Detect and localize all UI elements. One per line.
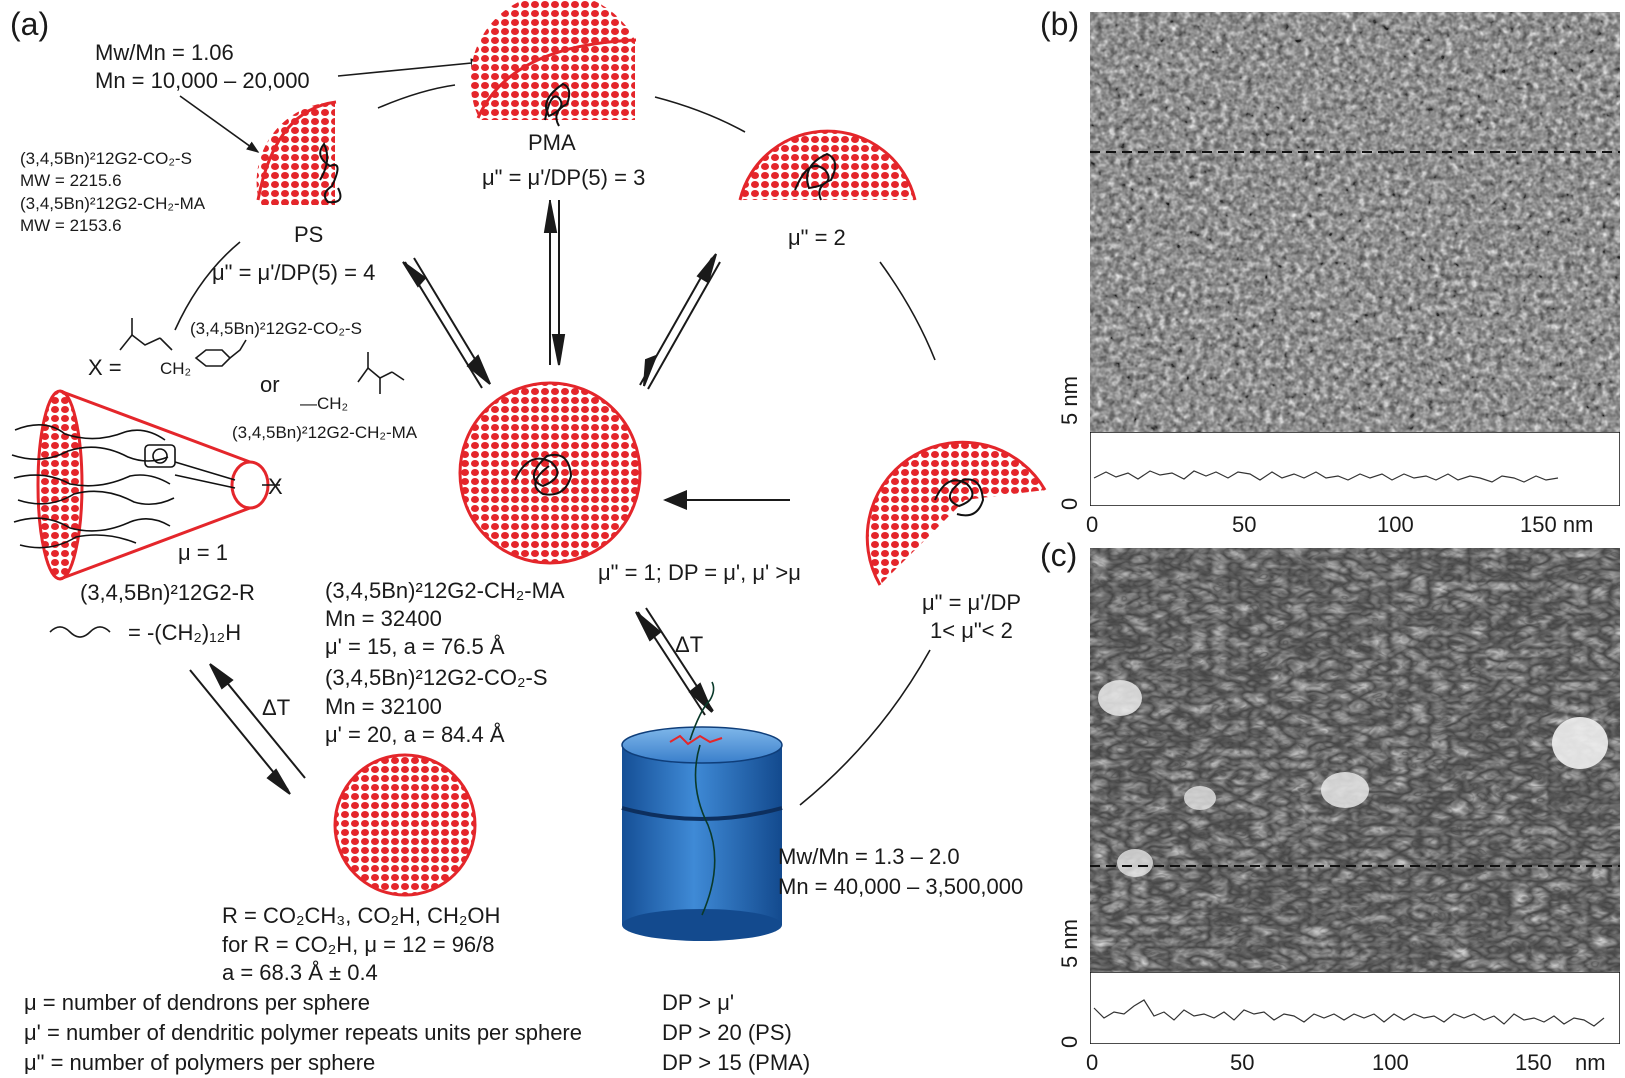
x-structure: [119, 318, 405, 394]
center-line6: μ' = 20, a = 84.4 Å: [325, 722, 505, 747]
center-line4: (3,4,5Bn)²12G2-CO₂-S: [325, 665, 548, 690]
x-option-2: (3,4,5Bn)²12G2-CH₂-MA: [232, 423, 418, 442]
afm-c-tick-100: 100: [1372, 1050, 1409, 1075]
cone-mu: μ = 1: [178, 540, 228, 565]
cyl-dp3: DP > 15 (PMA): [662, 1050, 811, 1075]
afm-b-tick-0: 0: [1086, 512, 1099, 537]
partial-sphere: [865, 440, 1047, 586]
x-equals: X =: [88, 355, 122, 380]
afm-image-b: [1090, 12, 1620, 432]
dimer-sphere: [738, 129, 917, 201]
definition-mu: μ = number of dendrons per sphere: [24, 990, 370, 1015]
bottom-a: a = 68.3 Å ± 0.4: [222, 960, 378, 985]
chain-definition: = -(CH₂)₁₂H: [128, 620, 242, 645]
panel-label-a: (a): [10, 6, 50, 42]
cyl-mn: Mn = 40,000 – 3,500,000: [778, 874, 1024, 899]
x-ch2-b: —CH₂: [300, 394, 349, 413]
cyl-ratio: Mw/Mn = 1.3 – 2.0: [778, 844, 960, 869]
partial-mu-1: μ" = μ'/DP: [922, 590, 1022, 615]
delta-t-left: ΔT: [262, 695, 291, 720]
center-sphere: [458, 381, 642, 565]
arrow-to-pma: [337, 58, 484, 77]
arrow-to-ps: [179, 95, 260, 153]
cycle-arcs: [174, 84, 936, 806]
afm-c-tick-0: 0: [1086, 1050, 1099, 1075]
afm-b-zero: 0: [1057, 497, 1082, 510]
ps-info-line4: MW = 2153.6: [20, 216, 122, 235]
dimer-mu: μ" = 2: [788, 225, 846, 250]
x-ch2-a: CH₂: [160, 359, 192, 378]
afm-b-tick-50: 50: [1232, 512, 1257, 537]
cone-x: X: [268, 474, 283, 499]
cyl-dp1: DP > μ': [662, 990, 735, 1015]
bottom-sphere: [333, 753, 477, 897]
ps-sphere: [256, 100, 342, 205]
afm-b-tick-150: 150 nm: [1520, 512, 1594, 537]
cyl-dp2: DP > 20 (PS): [662, 1020, 792, 1045]
partial-mu-2: 1< μ"< 2: [930, 618, 1013, 643]
x-option-1: (3,4,5Bn)²12G2-CO₂-S: [190, 319, 362, 338]
afm-c-scale: 5 nm: [1057, 919, 1082, 968]
center-line5: Mn = 32100: [325, 694, 442, 719]
chain-glyph: [49, 626, 111, 638]
ps-info-line2: MW = 2215.6: [20, 171, 122, 190]
center-line3: μ' = 15, a = 76.5 Å: [325, 634, 505, 659]
cone-name: (3,4,5Bn)²12G2-R: [80, 580, 255, 605]
afm-b-tick-100: 100: [1377, 512, 1414, 537]
definition-mu-double-prime: μ" = number of polymers per sphere: [24, 1050, 376, 1075]
pma-sphere: [470, 0, 637, 127]
equilibrium-arrows: [189, 200, 721, 795]
center-mu: μ" = 1; DP = μ', μ' >μ: [598, 560, 801, 585]
center-line2: Mn = 32400: [325, 606, 442, 631]
bulk-cylinder: [621, 681, 783, 941]
ps-mu: μ" = μ'/DP(5) = 4: [212, 260, 376, 285]
afm-c-tick-50: 50: [1230, 1050, 1255, 1075]
bottom-r: R = CO₂CH₃, CO₂H, CH₂OH: [222, 903, 501, 928]
panel-label-c: (c): [1040, 537, 1078, 573]
bottom-mu: for R = CO₂H, μ = 12 = 96/8: [222, 932, 495, 957]
afm-b-scale: 5 nm: [1057, 376, 1082, 425]
mw-mn-ratio: Mw/Mn = 1.06: [95, 40, 234, 65]
afm-image-c: [1090, 548, 1620, 972]
ps-info-line1: (3,4,5Bn)²12G2-CO₂-S: [20, 149, 192, 168]
x-or: or: [260, 372, 280, 397]
ps-label: PS: [294, 222, 324, 247]
dendron-cone: [11, 389, 280, 581]
afm-c-zero: 0: [1057, 1035, 1082, 1048]
definition-mu-prime: μ' = number of dendritic polymer repeats…: [24, 1020, 582, 1045]
profile-c: [1090, 972, 1620, 1044]
pma-mu: μ" = μ'/DP(5) = 3: [482, 165, 646, 190]
center-line1: (3,4,5Bn)²12G2-CH₂-MA: [325, 578, 565, 603]
panel-label-b: (b): [1040, 6, 1080, 42]
afm-c-tick-150: 150: [1515, 1050, 1552, 1075]
delta-t-right: ΔT: [675, 632, 704, 657]
profile-b: [1090, 432, 1620, 506]
afm-c-unit: nm: [1575, 1050, 1606, 1075]
ps-info-line3: (3,4,5Bn)²12G2-CH₂-MA: [20, 194, 206, 213]
pma-label: PMA: [528, 130, 576, 155]
mn-range: Mn = 10,000 – 20,000: [95, 68, 310, 93]
